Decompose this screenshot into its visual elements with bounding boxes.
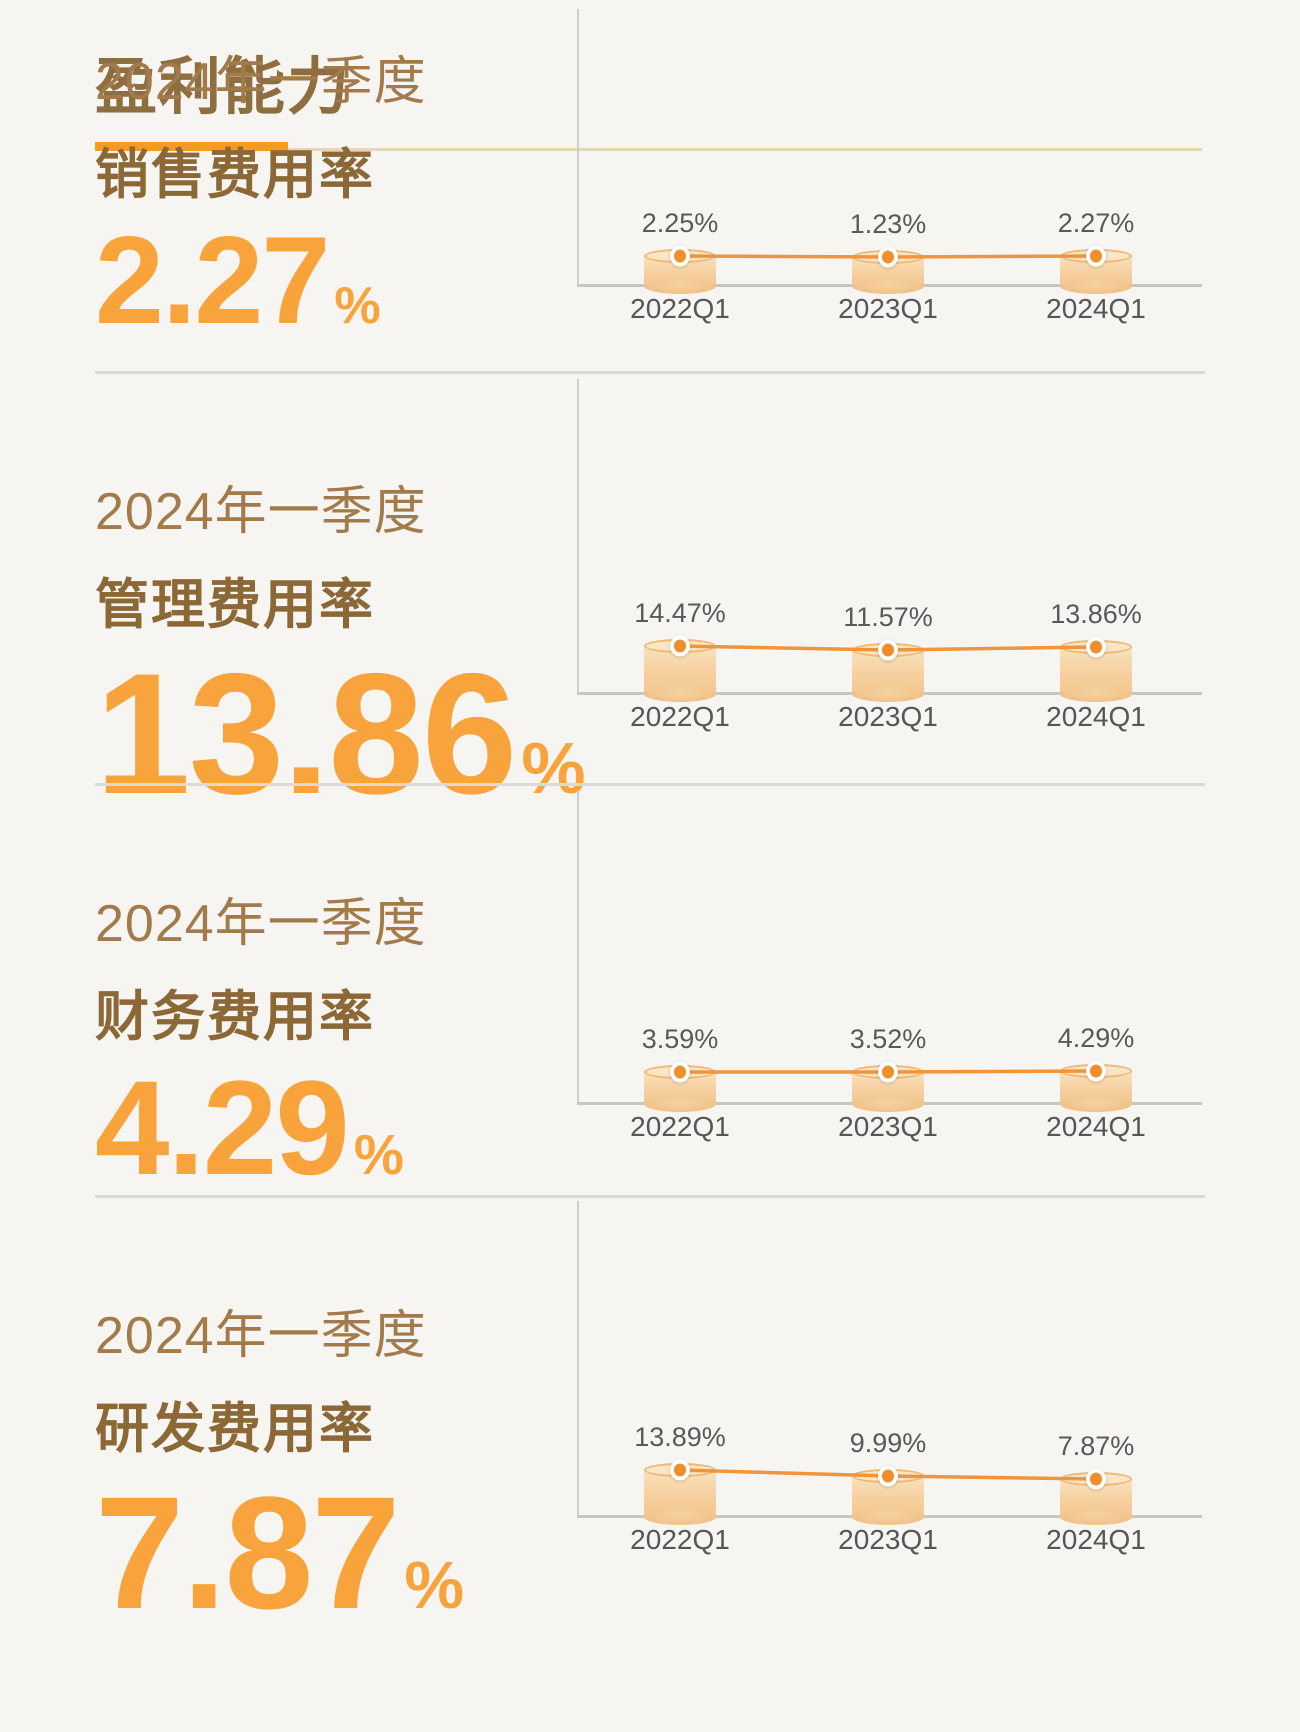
cylinder-bottom-ellipse <box>852 1096 924 1112</box>
x-axis-tick-label: 2023Q1 <box>838 1524 938 1555</box>
metric-value-number: 2.27 <box>95 212 330 350</box>
x-axis-tick-label: 2022Q1 <box>630 1111 730 1142</box>
metric-sections: 2024年一季度 销售费用率 2.27% 2.25% 2022Q1 1.23% 202… <box>0 0 1300 1633</box>
metric-big-value: 13.86% <box>95 648 586 820</box>
metric-big-value: 7.87% <box>95 1473 565 1633</box>
section-divider <box>95 1195 1205 1198</box>
value-label: 2.27% <box>1057 208 1135 238</box>
x-axis-tick-label: 2023Q1 <box>838 701 938 732</box>
data-point-dot <box>878 639 898 661</box>
metric-name: 管理费用率 <box>95 575 375 635</box>
y-axis-line <box>577 791 579 1104</box>
trend-chart: 14.47% 2022Q1 11.57% 2023Q1 13.86% 2024Q1 <box>577 379 1202 732</box>
x-axis-tick-label: 2023Q1 <box>838 1111 938 1142</box>
cylinder-bottom-ellipse <box>644 1096 716 1112</box>
x-axis-tick-label: 2024Q1 <box>1046 1524 1146 1555</box>
cylinder-bottom-ellipse <box>1060 1096 1132 1112</box>
page-header: 盈利能力 <box>0 0 1300 151</box>
metric-period: 2024年一季度 <box>95 895 427 953</box>
metric-section: 2024年一季度 研发费用率 7.87% 13.89% 2022Q1 9.99% 20… <box>0 1195 1300 1633</box>
metric-big-value: 2.27% <box>95 219 565 343</box>
cylinder-bottom-ellipse <box>1060 278 1132 294</box>
trend-chart: 3.59% 2022Q1 3.52% 2023Q1 4.29% 2024Q1 <box>577 791 1202 1142</box>
data-point-dot <box>878 246 898 268</box>
value-label: 3.59% <box>641 1024 719 1054</box>
cylinder-bottom-ellipse <box>852 686 924 702</box>
metric-section: 2024年一季度 销售费用率 2.27% 2.25% 2022Q1 1.23% 202… <box>0 0 1300 371</box>
metric-value-unit: % <box>521 729 586 809</box>
y-axis-line <box>577 379 579 694</box>
metric-text-block: 2024年一季度 管理费用率 13.86% <box>95 469 586 820</box>
y-axis-line <box>577 1201 579 1517</box>
x-axis-tick-label: 2024Q1 <box>1046 1111 1146 1142</box>
value-label: 7.87% <box>1057 1431 1135 1461</box>
x-axis-tick-label: 2023Q1 <box>838 293 938 324</box>
metric-text-block: 2024年一季度 财务费用率 4.29% <box>95 881 565 1196</box>
metric-value-number: 13.86 <box>95 638 517 830</box>
data-point-dot <box>878 1465 898 1487</box>
x-axis-tick-label: 2022Q1 <box>630 701 730 732</box>
metric-value-unit: % <box>353 1123 404 1186</box>
data-point-dot <box>670 245 690 267</box>
cylinder-bottom-ellipse <box>1060 686 1132 702</box>
metric-name: 财务费用率 <box>95 987 375 1047</box>
metric-text-block: 2024年一季度 销售费用率 2.27% <box>95 39 565 343</box>
x-axis-tick-label: 2024Q1 <box>1046 293 1146 324</box>
metric-value-number: 4.29 <box>95 1054 350 1203</box>
metric-period: 2024年一季度 <box>95 53 427 111</box>
metric-value-number: 7.87 <box>95 1463 400 1642</box>
title-underline <box>95 142 1202 151</box>
x-axis-tick-label: 2022Q1 <box>630 293 730 324</box>
value-label: 4.29% <box>1057 1023 1135 1053</box>
value-label: 13.86% <box>1050 599 1142 629</box>
value-label: 14.47% <box>634 598 726 628</box>
metric-text-block: 2024年一季度 研发费用率 7.87% <box>95 1293 565 1633</box>
value-label: 11.57% <box>843 602 933 632</box>
metric-value-unit: % <box>334 277 381 335</box>
title-underline-thin <box>95 148 1202 151</box>
value-label: 9.99% <box>849 1428 927 1458</box>
x-axis-tick-label: 2022Q1 <box>630 1524 730 1555</box>
title-underline-accent <box>95 142 288 151</box>
data-point-dot <box>1086 636 1106 658</box>
metric-section: 2024年一季度 财务费用率 4.29% 3.59% 2022Q1 3.52% 202… <box>0 783 1300 1196</box>
data-point-dot <box>1086 1468 1106 1490</box>
data-point-dot <box>670 635 690 657</box>
metric-name: 研发费用率 <box>95 1399 375 1459</box>
value-label: 2.25% <box>641 208 719 238</box>
value-label: 3.52% <box>849 1024 927 1054</box>
metric-section: 2024年一季度 管理费用率 13.86% 14.47% 2022Q1 11.57%… <box>0 371 1300 820</box>
metric-period: 2024年一季度 <box>95 1307 427 1365</box>
page-title: 盈利能力 <box>95 53 352 122</box>
section-divider <box>95 371 1205 374</box>
cylinder-bottom-ellipse <box>644 1509 716 1525</box>
value-label: 13.89% <box>634 1422 726 1452</box>
metric-name: 销售费用率 <box>95 145 375 205</box>
x-axis-tick-label: 2024Q1 <box>1046 701 1146 732</box>
section-divider <box>95 783 1205 786</box>
trend-chart: 13.89% 2022Q1 9.99% 2023Q1 7.87% 2024Q1 <box>577 1201 1202 1555</box>
trend-line <box>678 1069 1098 1074</box>
cylinder-bottom-ellipse <box>1060 1509 1132 1525</box>
metric-big-value: 4.29% <box>95 1062 565 1196</box>
data-point-dot <box>670 1061 690 1083</box>
data-point-dot <box>1086 245 1106 267</box>
trend-line <box>678 254 1098 259</box>
cylinder-bottom-ellipse <box>644 278 716 294</box>
cylinder-bottom-ellipse <box>644 686 716 702</box>
value-label: 1.23% <box>849 209 927 239</box>
metric-period: 2024年一季度 <box>95 483 427 541</box>
y-axis-line <box>577 9 579 286</box>
cylinder-bottom-ellipse <box>852 278 924 294</box>
cylinder-bottom-ellipse <box>852 1509 924 1525</box>
data-point-dot <box>670 1459 690 1481</box>
data-point-dot <box>878 1061 898 1083</box>
trend-chart: 2.25% 2022Q1 1.23% 2023Q1 2.27% 2024Q1 <box>577 9 1202 324</box>
data-point-dot <box>1086 1060 1106 1082</box>
metric-value-unit: % <box>404 1548 465 1623</box>
